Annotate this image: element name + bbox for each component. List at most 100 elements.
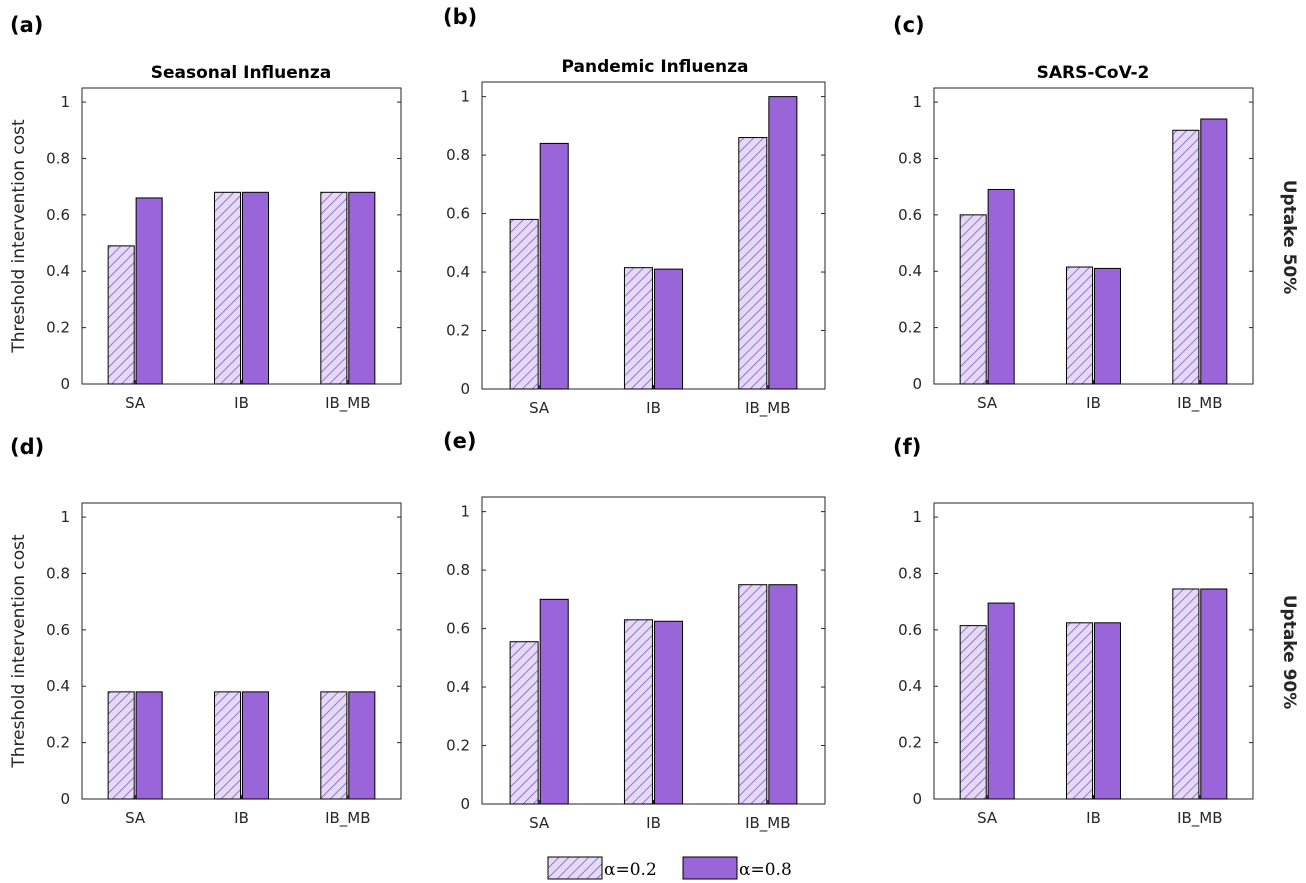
- bar-alpha-0-2: [107, 245, 135, 385]
- y-tick-label: 0.6: [898, 621, 922, 639]
- row-label-top: Uptake 50%: [1279, 180, 1299, 295]
- y-tick-label: 0: [912, 375, 922, 393]
- panel-3: (c) SARS-CoV-2 0 0.2 0.4 0.6 0.8 1 SA IB IB_MB: [893, 13, 1254, 413]
- y-tick-label: 0.2: [46, 319, 70, 337]
- panels: (a) Seasonal Influenza 0 0.2 0.4 0.6 0.8 1 Thres…: [9, 5, 1254, 833]
- x-tick-label: SA: [125, 394, 146, 412]
- y-tick-label: 0.6: [898, 206, 922, 224]
- y-tick-label: 0.2: [898, 319, 922, 337]
- legend: α=0.2 α=0.8: [547, 856, 792, 880]
- panel-4: (d) 0 0.2 0.4 0.6 0.8 1 Threshold intervention …: [9, 435, 402, 828]
- bar-alpha-0-8: [348, 691, 376, 800]
- bar-alpha-0-2: [213, 691, 242, 800]
- panel-letter: (e): [443, 429, 476, 453]
- y-tick-label: 1: [60, 508, 70, 526]
- y-tick-label: 0.8: [898, 149, 922, 167]
- panel-letter: (b): [443, 5, 477, 29]
- x-tick-label: IB_MB: [745, 399, 790, 418]
- y-tick-label: 0.6: [446, 205, 470, 223]
- y-tick-label: 0.4: [46, 262, 70, 280]
- x-tick-label: IB_MB: [325, 809, 370, 828]
- y-tick-label: 1: [912, 508, 922, 526]
- bar-alpha-0-8: [1200, 118, 1228, 385]
- bar-alpha-0-8: [1093, 267, 1122, 385]
- bar-alpha-0-2: [213, 191, 242, 385]
- y-tick-label: 0.8: [46, 149, 70, 167]
- y-tick-label: 0.4: [446, 263, 470, 281]
- x-tick-label: SA: [977, 394, 998, 412]
- x-tick-label: SA: [529, 399, 550, 417]
- bar-alpha-0-8: [1200, 588, 1228, 800]
- y-tick-label: 0.8: [446, 146, 470, 164]
- panel-2: (b) Pandemic Influenza 0 0.2 0.4 0.6 0.8 1 SA IB I…: [443, 5, 826, 418]
- x-tick-label: IB: [646, 399, 661, 417]
- bar-alpha-0-8: [241, 191, 270, 385]
- bar-alpha-0-2: [1065, 266, 1094, 385]
- bar-alpha-0-8: [654, 268, 684, 390]
- y-tick-label: 0.6: [46, 206, 70, 224]
- y-tick-label: 0.6: [46, 621, 70, 639]
- y-tick-label: 0: [60, 790, 70, 808]
- x-tick-label: SA: [977, 809, 998, 827]
- x-tick-label: IB: [234, 394, 249, 412]
- legend-swatch-hatched: [547, 856, 603, 880]
- y-tick-label: 0.2: [46, 734, 70, 752]
- legend-label-solid: α=0.8: [739, 860, 792, 880]
- bar-alpha-0-2: [623, 619, 653, 805]
- bar-alpha-0-2: [959, 625, 987, 800]
- y-axis-label: Threshold intervention cost: [9, 119, 29, 354]
- y-tick-label: 1: [912, 93, 922, 111]
- legend-swatch-solid: [682, 856, 738, 880]
- bar-alpha-0-2: [509, 218, 539, 390]
- x-tick-label: IB: [1086, 394, 1101, 412]
- y-tick-label: 0.8: [898, 564, 922, 582]
- bar-alpha-0-2: [623, 267, 653, 390]
- panel-letter: (d): [10, 435, 44, 459]
- y-tick-label: 0.2: [446, 322, 470, 340]
- bar-alpha-0-8: [135, 197, 163, 385]
- y-tick-label: 0: [912, 790, 922, 808]
- bar-alpha-0-2: [320, 691, 348, 800]
- panel-6: (f) 0 0.2 0.4 0.6 0.8 1 SA IB IB_MB: [893, 435, 1254, 828]
- panel-title: Pandemic Influenza: [562, 57, 749, 77]
- bar-alpha-0-2: [738, 584, 768, 805]
- x-tick-label: SA: [529, 814, 550, 832]
- panel-letter: (f): [893, 435, 921, 459]
- panel-letter: (c): [893, 13, 925, 37]
- y-tick-label: 0.2: [898, 734, 922, 752]
- bar-alpha-0-2: [320, 191, 348, 385]
- y-axis-label: Threshold intervention cost: [9, 534, 29, 769]
- bar-alpha-0-2: [509, 641, 539, 805]
- y-tick-label: 0.2: [446, 737, 470, 755]
- y-tick-label: 0.4: [46, 677, 70, 695]
- y-tick-label: 0.8: [446, 561, 470, 579]
- bar-alpha-0-8: [654, 620, 684, 805]
- panel-title: Seasonal Influenza: [151, 63, 332, 83]
- y-tick-label: 0.4: [898, 677, 922, 695]
- x-tick-label: SA: [125, 809, 146, 827]
- bar-alpha-0-8: [539, 598, 569, 805]
- x-tick-label: IB: [1086, 809, 1101, 827]
- bar-alpha-0-2: [959, 214, 987, 385]
- x-tick-label: IB_MB: [745, 814, 790, 833]
- y-tick-label: 1: [460, 503, 470, 521]
- x-tick-label: IB_MB: [1177, 809, 1222, 828]
- y-tick-label: 1: [60, 93, 70, 111]
- bar-alpha-0-8: [987, 602, 1015, 800]
- bar-alpha-0-2: [107, 691, 135, 800]
- bar-alpha-0-8: [348, 191, 376, 385]
- x-tick-label: IB_MB: [325, 394, 370, 413]
- bar-alpha-0-8: [539, 142, 569, 390]
- y-tick-label: 0: [460, 380, 470, 398]
- panel-letter: (a): [10, 13, 43, 37]
- bar-alpha-0-8: [241, 691, 270, 800]
- bar-alpha-0-8: [768, 96, 798, 390]
- y-tick-label: 0.8: [46, 564, 70, 582]
- bar-alpha-0-8: [1093, 622, 1122, 800]
- row-label-bottom: Uptake 90%: [1279, 595, 1299, 710]
- y-tick-label: 0.6: [446, 620, 470, 638]
- x-tick-label: IB_MB: [1177, 394, 1222, 413]
- panel-title: SARS-CoV-2: [1037, 63, 1150, 83]
- panel-1: (a) Seasonal Influenza 0 0.2 0.4 0.6 0.8 1 Thres…: [9, 13, 402, 413]
